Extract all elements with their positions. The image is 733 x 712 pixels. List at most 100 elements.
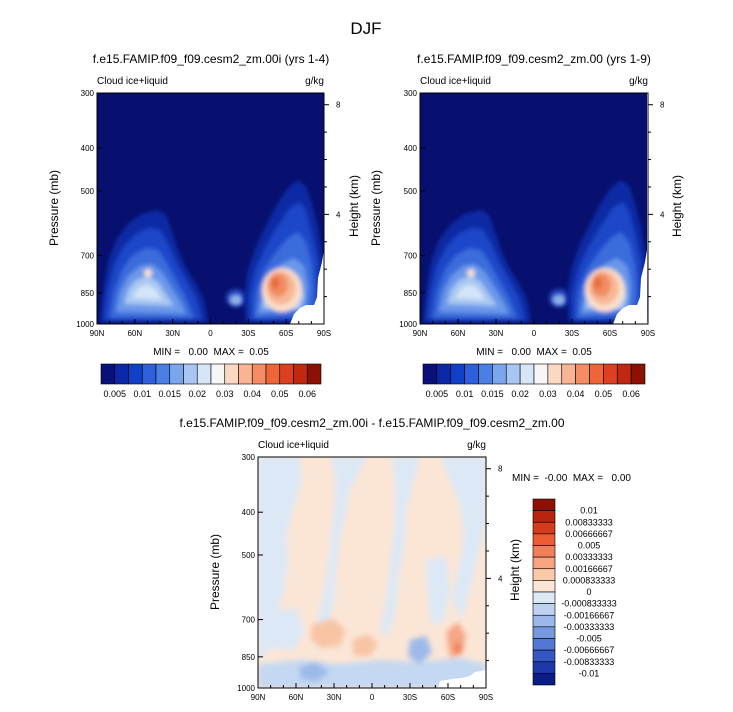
lat-tick-label: 60N [289,693,304,702]
height-tick-label: 4 [660,210,665,219]
panel-1-variable-label: Cloud ice+liquid [97,76,168,87]
colorbar-box [279,363,294,385]
lat-tick-label: 30N [165,329,180,338]
colorbar-box [630,363,646,385]
lat-tick-label: 30S [241,329,255,338]
panel-2-contour-field [420,93,647,324]
colorbar-label: 0.015 [158,389,181,399]
colorbar-box [532,638,556,651]
lat-tick-label: 90S [641,329,655,338]
colorbar-label: -0.00666667 [564,645,615,655]
pressure-tick-label: 850 [242,653,256,662]
panel-1-ylabel: Pressure (mb) [47,170,61,246]
colorbar-label: 0.04 [567,389,585,399]
colorbar-box [293,363,308,385]
colorbar-box [100,363,116,385]
colorbar-label: 0.02 [188,389,206,399]
colorbar-box [196,363,212,385]
lat-tick-label: 60S [441,693,455,702]
colorbar-box [478,363,493,385]
colorbar-box [532,521,556,535]
panel-2-ylabel-right: Height (km) [670,175,684,237]
colorbar-box [616,363,632,385]
pressure-tick-label: 850 [81,289,95,298]
pressure-tick-label: 300 [242,453,256,462]
colorbar-label: 0.06 [622,389,640,399]
colorbar-box [532,661,556,674]
lat-tick-label: 60N [127,329,142,338]
colorbar-box [532,614,556,628]
height-tick-label: 8 [498,465,503,474]
colorbar-box [532,591,556,604]
height-tick-label: 4 [336,210,341,219]
panel-3-contour-field [258,457,486,688]
colorbar-box [533,363,549,385]
colorbar-label: 0.005 [426,389,449,399]
lat-tick-label: 90N [90,329,105,338]
pressure-tick-label: 500 [81,187,95,196]
panel-2-stats: MIN = 0.00 MAX = 0.05 [476,347,592,358]
pressure-tick-label: 500 [404,187,418,196]
colorbar-label: 0.03 [216,389,234,399]
pressure-tick-label: 1000 [399,320,417,329]
colorbar-label: 0.06 [298,389,316,399]
lat-tick-label: 0 [532,329,537,338]
colorbar-label: 0.05 [271,389,289,399]
colorbar-label: -0.000833333 [561,599,617,609]
pressure-tick-label: 700 [404,252,418,261]
pressure-tick-label: 1000 [76,320,94,329]
colorbar-label: -0.00166667 [564,610,615,620]
lat-tick-label: 90N [251,693,266,702]
panel-1-colorbar: 0.005 0.01 0.015 0.02 0.03 0.04 0.05 0.06 [100,363,322,399]
colorbar-label: 0.05 [595,389,613,399]
panel-1: f.e15.FAMIP.f09_f09.cesm2_zm.00i (yrs 1-… [47,52,361,399]
lat-tick-label: 60N [451,329,466,338]
height-tick-label: 4 [498,574,503,583]
lat-tick-label: 0 [208,329,213,338]
colorbar-label: 0.015 [481,389,504,399]
colorbar-label: -0.00333333 [564,622,615,632]
colorbar-label: 0.01 [580,506,598,516]
panel-1-ylabel-right: Height (km) [347,175,361,237]
panel-2-variable-label: Cloud ice+liquid [420,76,491,87]
height-tick-label: 8 [660,101,665,110]
colorbar-label: 0 [586,587,591,597]
colorbar-box [532,580,556,593]
lat-tick-label: 30S [403,693,417,702]
height-tick-label: 8 [336,101,341,110]
lat-tick-label: 60S [603,329,617,338]
pressure-tick-label: 700 [242,616,256,625]
colorbar-label: -0.00833333 [564,657,615,667]
colorbar-box [603,363,618,385]
colorbar-box [306,363,322,385]
colorbar-label: 0.005 [103,389,126,399]
colorbar-box [464,363,479,385]
panel-3-ylabel-right: Height (km) [508,539,522,601]
colorbar-label: 0.00166667 [565,564,613,574]
panel-1-stats: MIN = 0.00 MAX = 0.05 [153,347,269,358]
colorbar-box [561,363,576,385]
colorbar-box [532,545,556,558]
colorbar-box [532,533,556,546]
colorbar-label: -0.005 [576,634,602,644]
colorbar-label: 0.00666667 [565,529,613,539]
colorbar-box [436,363,452,385]
panel-3: f.e15.FAMIP.f09_f09.cesm2_zm.00i - f.e15… [179,416,631,702]
colorbar-label: 0.00833333 [565,517,613,527]
colorbar-box [532,649,556,663]
colorbar-label: 0.01 [133,389,151,399]
colorbar-box [155,363,171,385]
panel-3-ylabel: Pressure (mb) [208,534,222,610]
colorbar-box [114,363,129,385]
lat-tick-label: 90S [317,329,331,338]
panel-3-variable-label: Cloud ice+liquid [258,440,329,451]
panel-1-units-label: g/kg [305,76,324,87]
colorbar-box [532,673,556,686]
colorbar-box [128,363,143,385]
colorbar-label: -0.01 [579,668,600,678]
lat-tick-label: 0 [370,693,375,702]
panel-2-units-label: g/kg [629,76,648,87]
